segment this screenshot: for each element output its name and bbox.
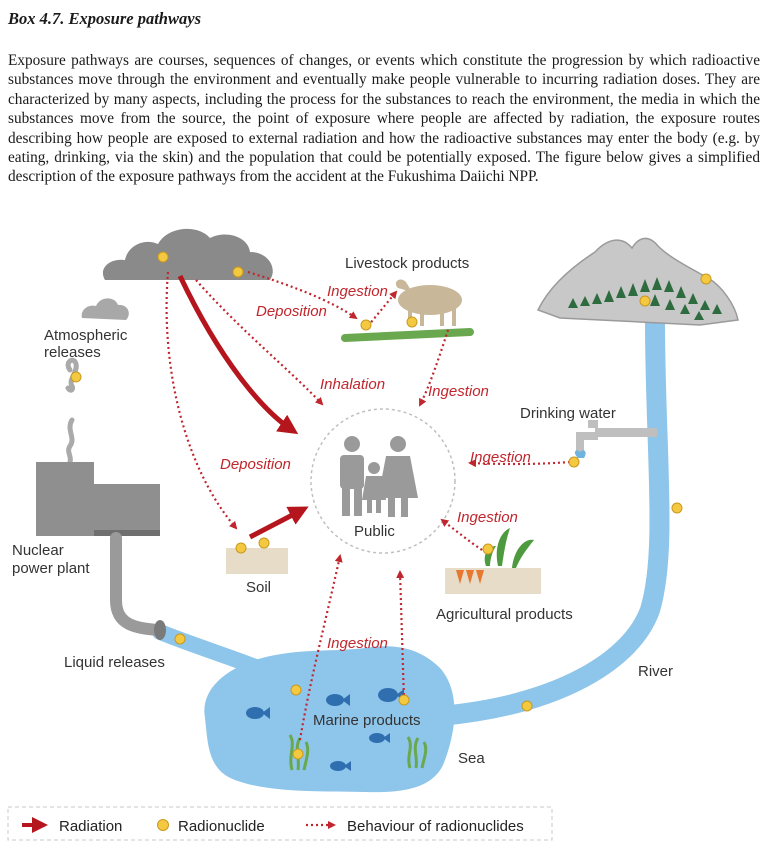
legend-radionuclide: Radionuclide xyxy=(178,818,265,835)
npp-label-1: Nuclear xyxy=(12,542,64,559)
liquid-releases-label: Liquid releases xyxy=(64,654,165,671)
sea-body xyxy=(204,646,455,793)
river xyxy=(430,310,670,726)
plume xyxy=(66,417,75,465)
box-paragraph: Exposure pathways are courses, sequences… xyxy=(8,52,760,186)
liquid-release-channel xyxy=(152,624,276,680)
sea-label: Sea xyxy=(458,750,485,767)
soil-patch xyxy=(226,548,288,574)
people-icon xyxy=(340,436,418,517)
pathway-arrow xyxy=(195,279,324,406)
drinking-water-label: Drinking water xyxy=(520,405,616,422)
fish-icon xyxy=(246,688,404,771)
legend-box xyxy=(7,806,553,841)
ingestion-agri-label: Ingestion xyxy=(457,509,518,526)
radiation-arrow xyxy=(177,274,299,435)
radioactive-cloud xyxy=(102,228,273,280)
cow-icon xyxy=(395,279,462,326)
box-title: Box 4.7. Exposure pathways xyxy=(8,9,201,28)
radiation-arrow xyxy=(248,506,309,540)
legend-radionuclide-dot xyxy=(157,819,169,831)
ingestion-livestock-public-label: Ingestion xyxy=(428,383,489,400)
pathway-arrow xyxy=(367,290,398,327)
pathway-arrow xyxy=(440,518,483,551)
agricultural-label: Agricultural products xyxy=(436,606,573,623)
nuclear-power-plant xyxy=(36,462,160,536)
discharge-pipe xyxy=(110,532,164,636)
public-label: Public xyxy=(354,523,395,540)
npp-label-2: power plant xyxy=(12,560,90,577)
pasture-grass xyxy=(341,328,474,342)
legend-behaviour: Behaviour of radionuclides xyxy=(347,818,524,835)
forest-trees xyxy=(568,277,722,320)
legend-radiation: Radiation xyxy=(59,818,122,835)
water-drop xyxy=(574,450,586,458)
soil-label: Soil xyxy=(246,579,271,596)
carrots-icon xyxy=(456,570,484,584)
pathway-arrow xyxy=(468,459,571,468)
pathway-arrow xyxy=(298,554,343,741)
ingestion-water-label: Ingestion xyxy=(470,449,531,466)
pathway-arrow xyxy=(396,570,406,701)
ingestion-marine-label: Ingestion xyxy=(327,635,388,652)
atmospheric-label-1: Atmospheric xyxy=(44,327,128,344)
marine-label: Marine products xyxy=(313,712,421,729)
pathway-arrow xyxy=(419,329,450,407)
faucet-icon xyxy=(576,420,657,452)
livestock-label: Livestock products xyxy=(345,255,469,272)
radionuclide-markers xyxy=(70,251,712,760)
atmospheric-label-2: releases xyxy=(44,344,101,361)
deposition-soil-label: Deposition xyxy=(220,456,291,473)
inhalation-label: Inhalation xyxy=(320,376,385,393)
pathway-arrow xyxy=(165,271,238,530)
deposition-pasture-label: Deposition xyxy=(256,303,327,320)
small-cloud xyxy=(81,298,129,320)
ingestion-livestock-label: Ingestion xyxy=(327,283,388,300)
river-label: River xyxy=(638,663,673,680)
